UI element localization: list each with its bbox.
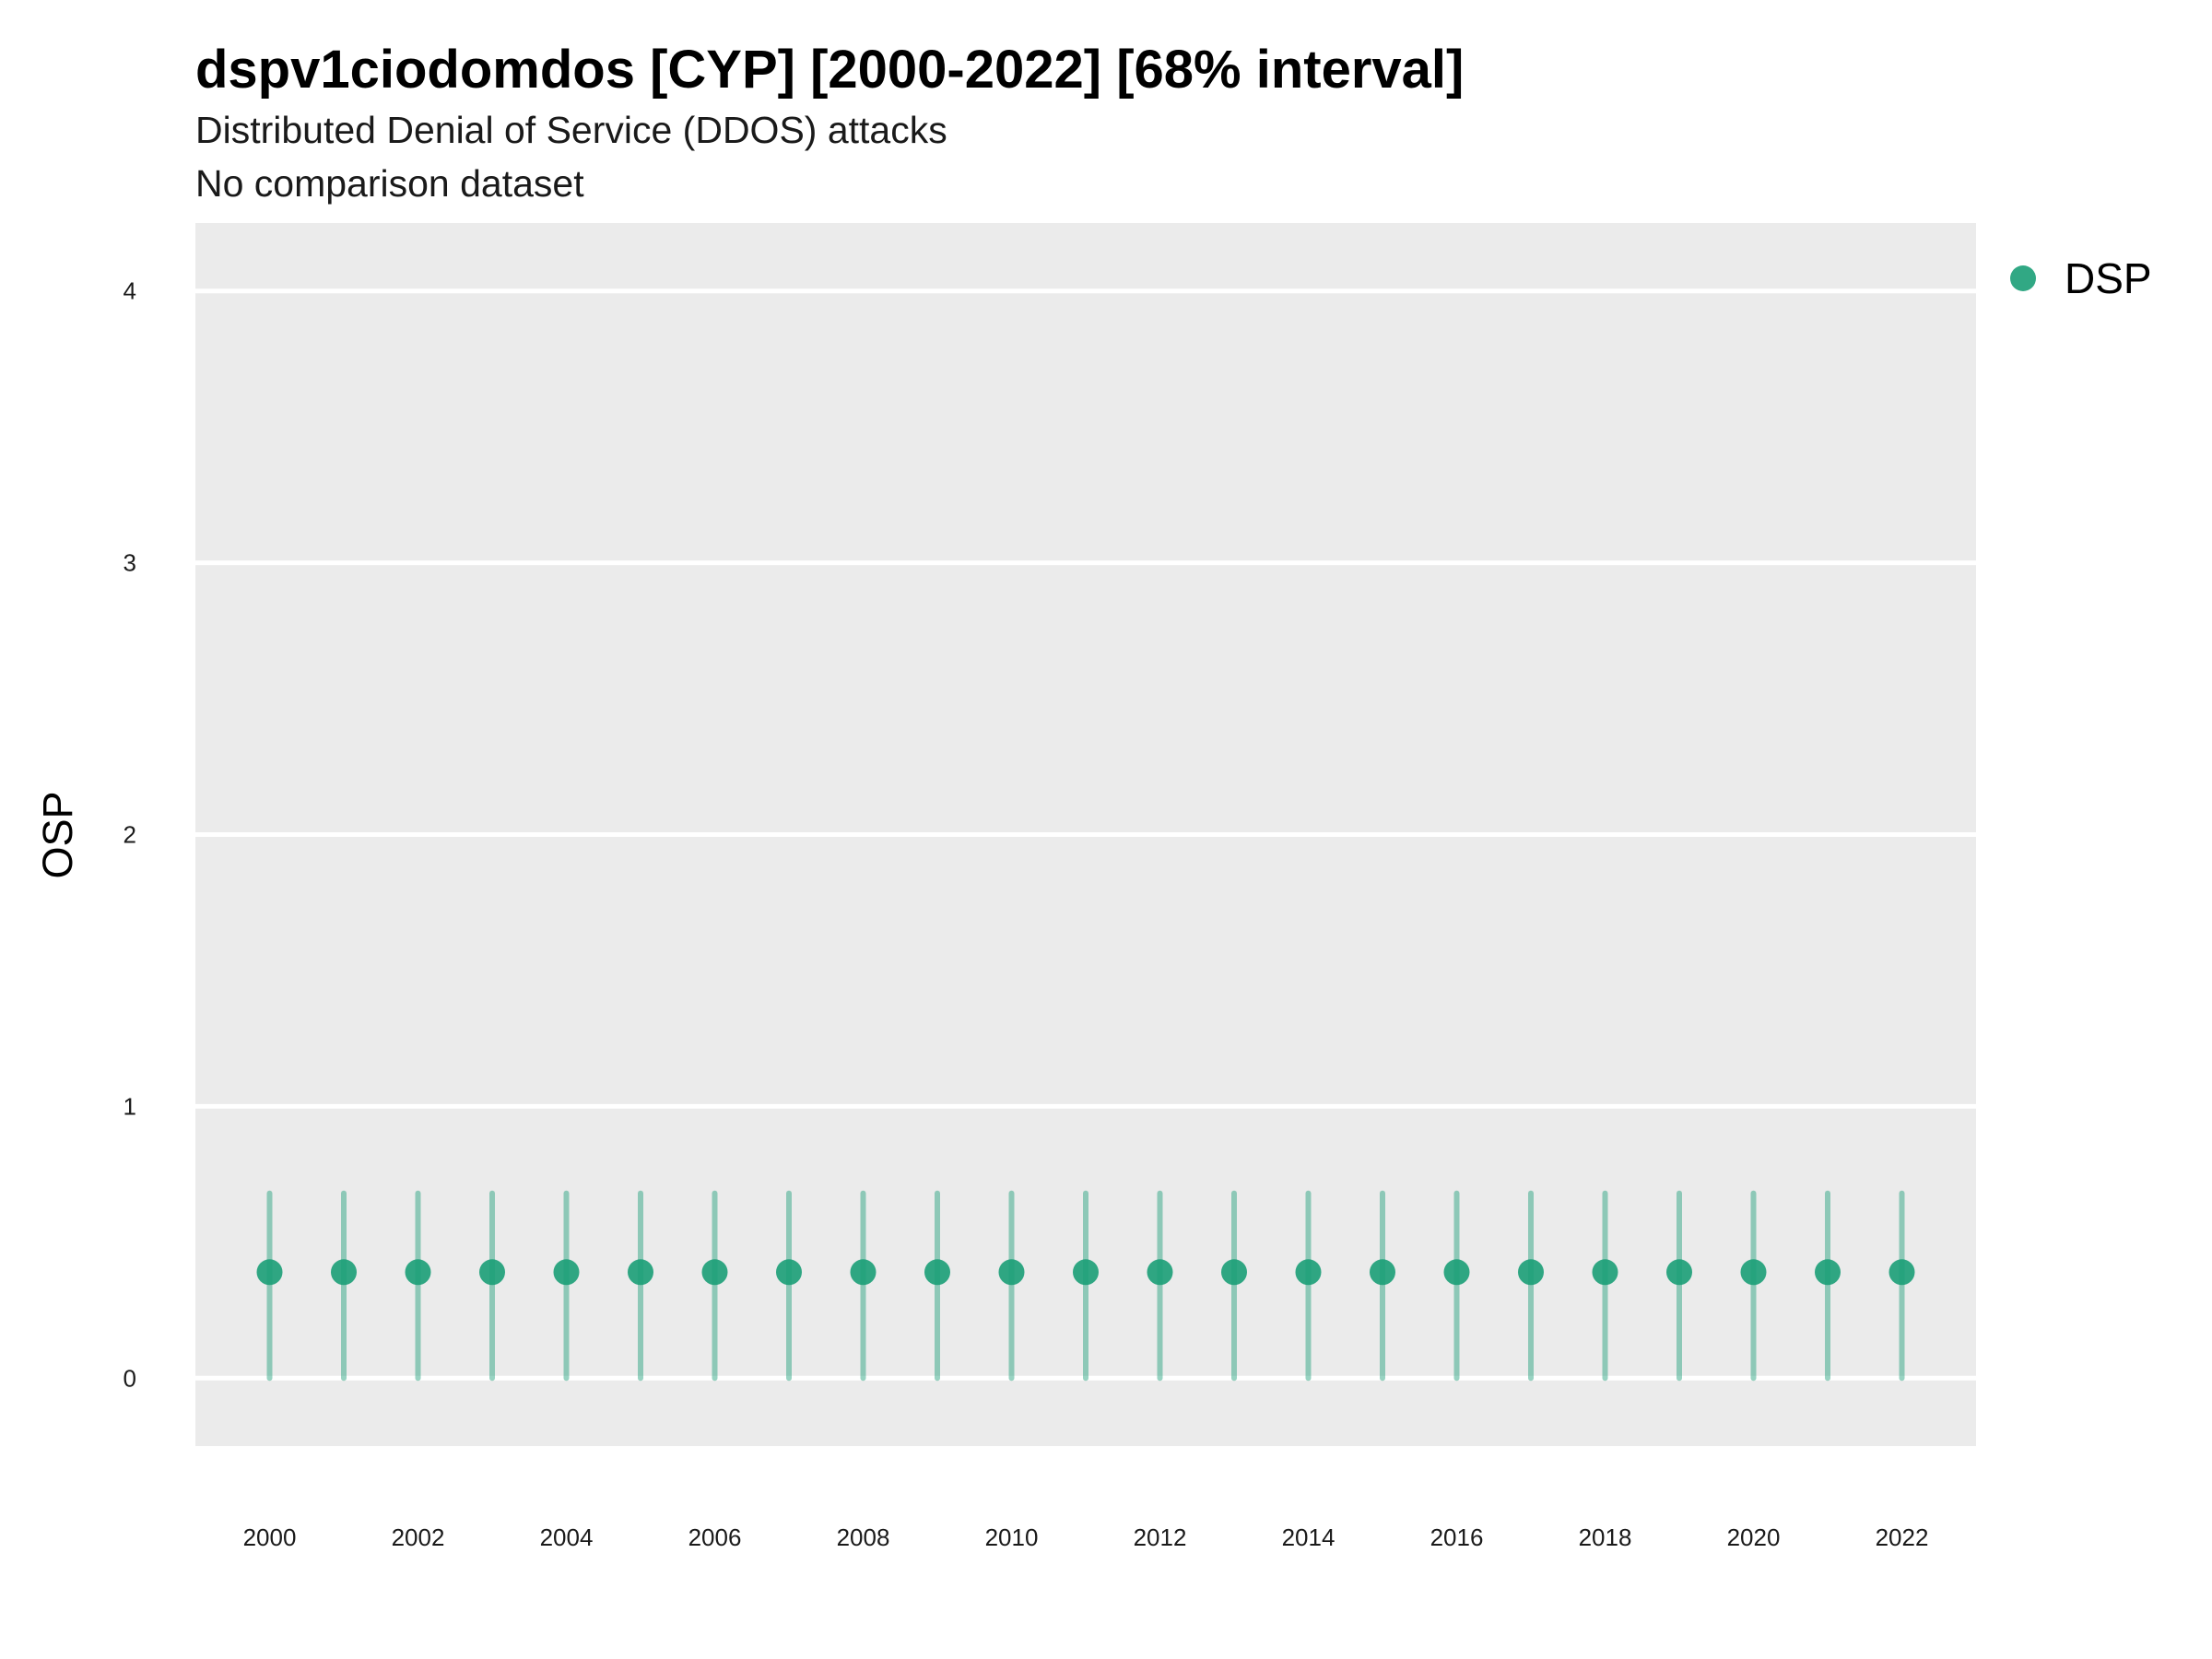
y-tick-label-2: 2 [124, 821, 136, 849]
data-point-2002 [405, 1259, 431, 1286]
y-tick-label-3: 3 [124, 549, 136, 577]
data-point-2012 [1147, 1259, 1173, 1286]
data-point-2010 [998, 1259, 1025, 1286]
x-tick-label-2016: 2016 [1430, 1524, 1484, 1551]
data-point-2019 [1666, 1259, 1692, 1286]
data-points [256, 1259, 1915, 1286]
legend-label-dsp: DSP [2065, 254, 2152, 302]
data-point-2014 [1295, 1259, 1322, 1286]
x-tick-label-2006: 2006 [688, 1524, 742, 1551]
x-tick-label-2012: 2012 [1134, 1524, 1187, 1551]
x-tick-label-2018: 2018 [1579, 1524, 1632, 1551]
x-tick-label-2022: 2022 [1876, 1524, 1929, 1551]
data-point-2006 [701, 1259, 728, 1286]
y-tick-label-1: 1 [124, 1092, 136, 1120]
data-point-2020 [1740, 1259, 1767, 1286]
data-point-2018 [1592, 1259, 1618, 1286]
data-point-2008 [850, 1259, 877, 1286]
legend-key-dsp [2010, 265, 2036, 291]
x-tick-label-2004: 2004 [540, 1524, 594, 1551]
data-point-2015 [1370, 1259, 1395, 1286]
chart-subtitle: Distributed Denial of Service (DDOS) att… [195, 109, 947, 151]
data-point-2016 [1443, 1259, 1470, 1286]
chart-title: dspv1ciodomdos [CYP] [2000-2022] [68% in… [195, 40, 1464, 100]
y-tick-label-4: 4 [124, 277, 136, 305]
error-bars [266, 1190, 1905, 1382]
x-tick-label-2010: 2010 [985, 1524, 1039, 1551]
data-point-2003 [479, 1259, 505, 1286]
x-tick-label-2014: 2014 [1282, 1524, 1335, 1551]
y-tick-labels: 0 1 2 3 4 [124, 277, 136, 1393]
y-tick-label-0: 0 [124, 1364, 136, 1392]
data-point-2013 [1221, 1259, 1247, 1286]
data-point-2017 [1518, 1259, 1544, 1286]
data-point-2021 [1815, 1259, 1841, 1286]
data-point-2022 [1888, 1259, 1915, 1286]
x-tick-label-2002: 2002 [392, 1524, 445, 1551]
data-point-2005 [628, 1259, 653, 1286]
data-point-2001 [331, 1259, 357, 1286]
x-tick-labels: 2000 2002 2004 2006 2008 2010 2012 2014 2016 2018… [243, 1524, 1929, 1551]
legend: DSP [2010, 254, 2152, 302]
x-tick-label-2020: 2020 [1727, 1524, 1781, 1551]
data-point-2011 [1073, 1259, 1099, 1286]
data-point-2004 [553, 1259, 580, 1286]
x-tick-label-2000: 2000 [243, 1524, 297, 1551]
x-tick-label-2008: 2008 [837, 1524, 890, 1551]
chart-caption-line: No comparison dataset [195, 162, 584, 205]
y-axis-title: OSP [34, 791, 81, 878]
data-point-2009 [924, 1259, 950, 1286]
data-point-2000 [256, 1259, 283, 1286]
data-point-2007 [776, 1259, 802, 1286]
grid-lines [195, 288, 1976, 1381]
